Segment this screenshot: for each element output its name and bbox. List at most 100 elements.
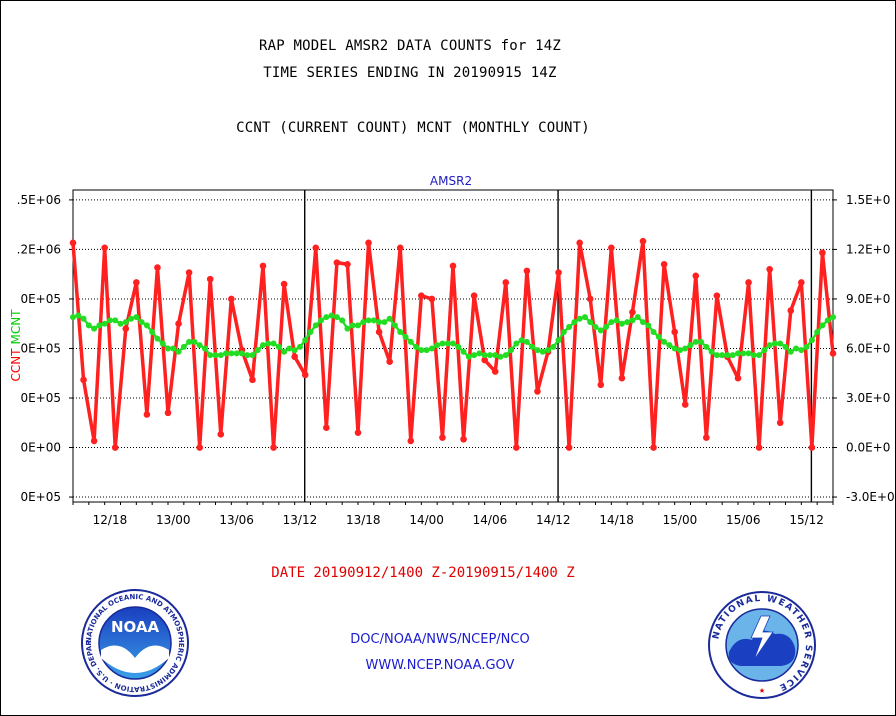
footer-org: DOC/NOAA/NWS/NCEP/NCO: [350, 632, 530, 647]
mcnt-point: [138, 319, 145, 326]
mcnt-point: [370, 317, 377, 324]
ccnt-point: [460, 435, 467, 443]
mcnt-point: [492, 352, 499, 359]
mcnt-point: [154, 335, 161, 342]
mcnt-point: [550, 343, 557, 350]
nws-logo: NATIONAL WEATHER SERVICE ★: [708, 591, 816, 699]
y-tick-label-right: 3.0E+0: [846, 391, 890, 405]
y-tick-label-right: 1.5E+0: [846, 193, 890, 207]
ccnt-point: [586, 295, 594, 303]
mcnt-point: [624, 319, 631, 326]
mcnt-point: [777, 340, 784, 347]
x-tick-label: 13/06: [219, 513, 254, 527]
x-tick-label: 12/18: [93, 513, 128, 527]
y-label-mcnt: MCNT: [9, 309, 23, 345]
mcnt-point: [655, 333, 662, 340]
mcnt-point: [671, 345, 678, 352]
ccnt-point: [249, 376, 256, 384]
mcnt-point: [824, 317, 831, 324]
mcnt-point: [133, 314, 140, 321]
mcnt-point: [254, 347, 261, 354]
mcnt-point: [782, 343, 789, 350]
mcnt-point: [534, 347, 541, 354]
mcnt-point: [724, 352, 731, 359]
mcnt-point: [186, 338, 193, 345]
mcnt-point: [302, 337, 309, 344]
mcnt-point: [529, 343, 536, 350]
mcnt-point: [70, 314, 76, 321]
mcnt-point: [238, 350, 245, 357]
title-line-3: CCNT (CURRENT COUNT) MCNT (MONTHLY COUNT…: [236, 120, 590, 136]
mcnt-point: [201, 345, 208, 352]
mcnt-point: [381, 319, 388, 326]
mcnt-point: [618, 320, 625, 327]
mcnt-point: [608, 319, 615, 326]
ccnt-point: [671, 328, 678, 336]
mcnt-point: [217, 352, 224, 359]
x-tick-label: 14/12: [536, 513, 571, 527]
ccnt-point: [513, 444, 520, 451]
mcnt-point: [270, 340, 277, 347]
mcnt-point: [676, 347, 683, 354]
ccnt-point: [639, 237, 647, 245]
y-tick-label-left: 0E+05: [20, 490, 61, 504]
mcnt-point: [666, 342, 673, 349]
ccnt-point: [206, 275, 214, 283]
ccnt-point: [375, 328, 383, 336]
ccnt-point: [111, 444, 119, 451]
mcnt-point: [413, 343, 420, 350]
mcnt-point: [523, 338, 530, 345]
footer-url[interactable]: WWW.NCEP.NOAA.GOV: [365, 658, 515, 673]
ccnt-point: [407, 437, 415, 445]
ccnt-point: [565, 444, 573, 451]
ccnt-point: [196, 444, 203, 451]
mcnt-point: [581, 314, 588, 321]
mcnt-point: [80, 315, 87, 322]
ccnt-point: [396, 244, 404, 252]
mcnt-point: [682, 345, 689, 352]
mcnt-point: [281, 348, 288, 355]
mcnt-point: [819, 322, 826, 329]
mcnt-point: [143, 322, 150, 329]
mcnt-point: [91, 325, 98, 332]
mcnt-point: [518, 337, 525, 344]
mcnt-point: [365, 317, 372, 324]
mcnt-point: [486, 352, 493, 359]
mcnt-point: [328, 312, 335, 319]
mcnt-point: [566, 324, 573, 331]
mcnt-point: [661, 338, 668, 345]
ccnt-point: [734, 374, 742, 382]
mcnt-point: [729, 352, 736, 359]
ccnt-point: [650, 444, 657, 451]
mcnt-point: [333, 314, 340, 321]
ccnt-point: [354, 429, 362, 436]
mcnt-point: [307, 328, 314, 335]
mcnt-point: [450, 340, 456, 347]
ccnt-point: [576, 239, 583, 247]
mcnt-point: [170, 345, 177, 352]
mcnt-point: [112, 317, 119, 324]
title-line-1: RAP MODEL AMSR2 DATA COUNTS for 14Z: [258, 38, 561, 54]
mcnt-point: [407, 338, 414, 345]
mcnt-point: [771, 340, 778, 347]
ccnt-point: [418, 292, 425, 299]
mcnt-point: [708, 348, 715, 355]
y-axis-right-ticks: 1.5E+0 1.2E+0 9.0E+0 6.0E+0 3.0E+0 0.0E+0 -3.0…: [833, 193, 895, 504]
ccnt-point: [692, 272, 700, 280]
ccnt-point: [69, 239, 77, 247]
mcnt-point: [640, 319, 646, 326]
x-axis-ticks: 12/18 13/00 13/06 13/12 13/18 14/00 14/06 14/12…: [72, 502, 834, 527]
mcnt-point: [391, 322, 398, 329]
y-label-ccnt: CCNT: [9, 348, 23, 382]
y-tick-label-right: 1.2E+0: [846, 242, 890, 256]
mcnt-point: [513, 340, 520, 347]
mcnt-point: [418, 347, 425, 354]
x-tick-label: 15/12: [789, 513, 824, 527]
mcnt-point: [745, 350, 752, 357]
ccnt-point: [333, 259, 341, 266]
noaa-logo: NATIONAL OCEANIC AND ATMOSPHERIC ADMINIS…: [80, 588, 189, 697]
ccnt-point: [798, 279, 805, 286]
ccnt-point: [280, 280, 288, 288]
mcnt-point: [750, 352, 757, 359]
mcnt-point: [587, 319, 594, 326]
